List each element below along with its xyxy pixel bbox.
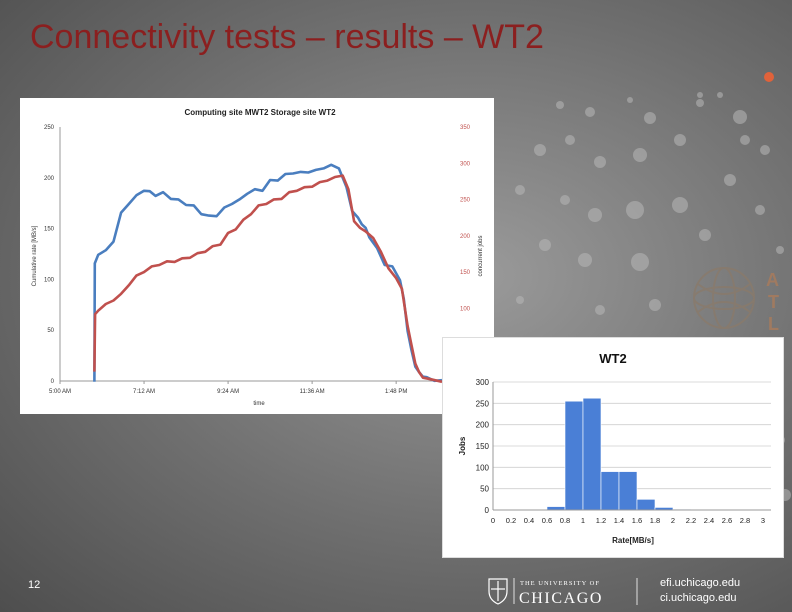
chart2-xtick-label: 0.4 bbox=[524, 516, 534, 525]
chart1-y2tick-label: 100 bbox=[460, 306, 471, 312]
chart2-xtick-label: 0 bbox=[491, 516, 495, 525]
chart1-y2label: concurrent jobs bbox=[478, 235, 484, 276]
atlas-logo: A T L bbox=[693, 267, 779, 334]
chart2-bar bbox=[582, 397, 602, 511]
chart1-xtick-label: 5:00 AM bbox=[49, 389, 71, 395]
chart1-y2tick-label: 250 bbox=[460, 198, 471, 204]
shield-icon bbox=[488, 578, 508, 605]
chart2-ytick-label: 100 bbox=[476, 463, 490, 472]
chart1-y2tick-label: 150 bbox=[460, 270, 471, 276]
chart2-xtick-label: 2.8 bbox=[740, 516, 750, 525]
chart2-ytick-label: 300 bbox=[476, 378, 490, 387]
chart2-ytick-label: 150 bbox=[476, 442, 490, 451]
chart2-bar bbox=[618, 471, 638, 511]
chart1-y2tick-label: 350 bbox=[460, 125, 471, 131]
chart1-y2tick-label: 300 bbox=[460, 161, 471, 167]
chart2-xtick-label: 1 bbox=[581, 516, 585, 525]
chart2-xtick-label: 3 bbox=[761, 516, 765, 525]
chart2-xtick-label: 2.4 bbox=[704, 516, 714, 525]
chart1-xtick-label: 7:12 AM bbox=[133, 389, 155, 395]
chart1-ytick-label: 150 bbox=[44, 227, 55, 233]
chart2-ytick-label: 250 bbox=[476, 399, 490, 408]
slide-title: Connectivity tests – results – WT2 bbox=[30, 18, 544, 56]
chart1-ytick-label: 100 bbox=[44, 277, 55, 283]
chart1-ytick-label: 50 bbox=[47, 328, 54, 334]
chart1-ytick-label: 0 bbox=[51, 379, 55, 385]
chart2-bar bbox=[636, 499, 656, 511]
chart2-bar bbox=[564, 400, 584, 511]
chart2-xtick-label: 2.6 bbox=[722, 516, 732, 525]
chart1-ytick-label: 200 bbox=[44, 176, 55, 182]
footer-link-efi[interactable]: efi.uchicago.edu bbox=[660, 577, 741, 589]
wt2-histogram-chart: WT2 0 50 100 150 200 250 300 0 0.2 0.4 0.6 0.8 1 1.2 1… bbox=[442, 337, 784, 558]
chart1-xlabel: time bbox=[253, 401, 265, 407]
chart2-xtick-label: 2.2 bbox=[686, 516, 696, 525]
chart1-series-line-0 bbox=[93, 163, 443, 383]
chart1-y2tick-label: 200 bbox=[460, 234, 471, 240]
chart1-title: Computing site MWT2 Storage site WT2 bbox=[184, 108, 336, 117]
chart2-xtick-label: 1.8 bbox=[650, 516, 660, 525]
logo-small-text: THE UNIVERSITY OF bbox=[520, 580, 600, 587]
university-of-chicago-logo: THE UNIVERSITY OF CHICAGO bbox=[488, 578, 638, 607]
chart1-xtick-label: 11:36 AM bbox=[300, 389, 325, 395]
accent-dot bbox=[764, 72, 774, 82]
atlas-letter-a: A bbox=[766, 270, 779, 290]
footer-links: efi.uchicago.edu ci.uchicago.edu bbox=[660, 576, 740, 606]
chart2-xtick-label: 1.6 bbox=[632, 516, 642, 525]
chart1-ytick-label: 250 bbox=[44, 125, 55, 131]
atlas-letter-l: L bbox=[768, 314, 779, 334]
chart2-title: WT2 bbox=[599, 351, 626, 366]
chart2-xtick-label: 0.8 bbox=[560, 516, 570, 525]
chart2-xtick-label: 2 bbox=[671, 516, 675, 525]
chart1-xtick-label: 1:48 PM bbox=[385, 389, 407, 395]
page-number: 12 bbox=[28, 579, 41, 591]
footer-link-ci[interactable]: ci.uchicago.edu bbox=[660, 592, 737, 604]
chart1-series-line-1 bbox=[93, 174, 443, 384]
chart2-xtick-label: 1.4 bbox=[614, 516, 624, 525]
chart2-xtick-label: 0.2 bbox=[506, 516, 516, 525]
chart2-ylabel: Jobs bbox=[458, 436, 467, 455]
chart2-bar bbox=[600, 471, 620, 511]
rate-time-line-chart: Computing site MWT2 Storage site WT2 0 50… bbox=[20, 98, 494, 414]
chart1-xtick-label: 9:24 AM bbox=[217, 389, 239, 395]
logo-big-text: CHICAGO bbox=[519, 590, 603, 607]
chart2-xlabel: Rate[MB/s] bbox=[612, 536, 654, 545]
chart2-ytick-label: 200 bbox=[476, 421, 490, 430]
atlas-letter-t: T bbox=[768, 292, 779, 312]
chart1-ylabel: Cumulative rate [MB/s] bbox=[32, 225, 38, 286]
chart2-xtick-label: 0.6 bbox=[542, 516, 552, 525]
chart2-ytick-label: 0 bbox=[485, 506, 490, 515]
chart2-xtick-label: 1.2 bbox=[596, 516, 606, 525]
chart2-ytick-label: 50 bbox=[480, 485, 489, 494]
chart2-bar bbox=[546, 506, 566, 511]
